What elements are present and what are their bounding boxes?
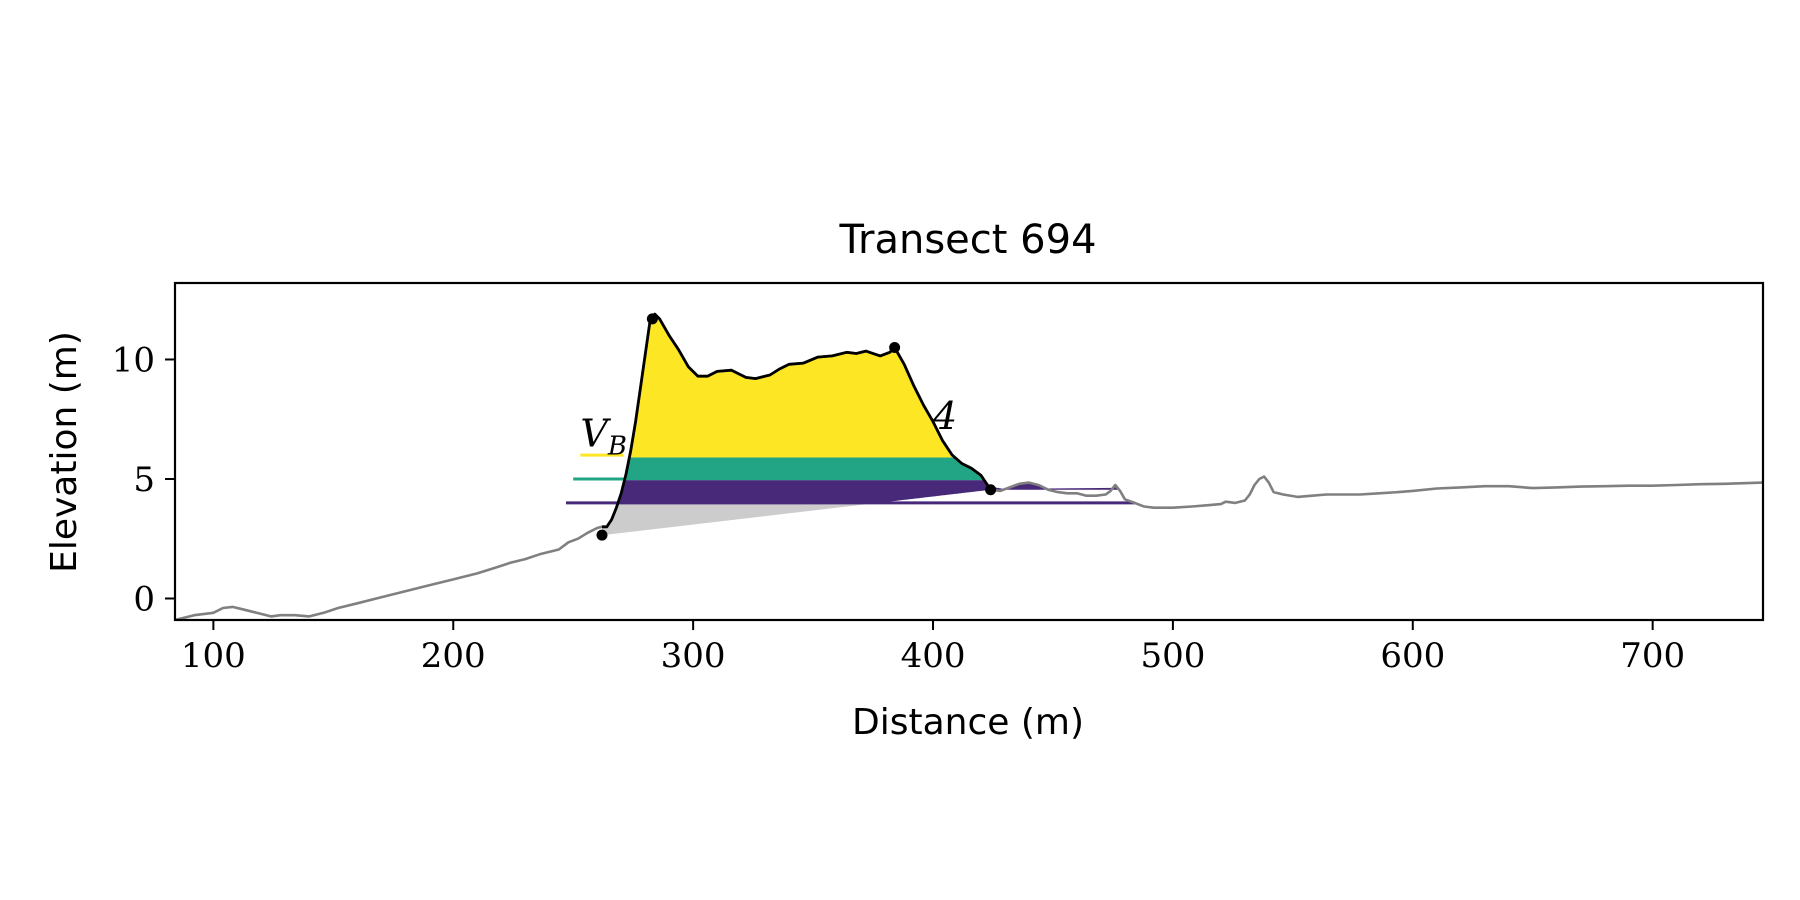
x-axis: 100 200 300 400 500 600 700 xyxy=(181,620,1685,676)
x-tick-label-300: 300 xyxy=(661,636,726,676)
y-axis-label: Elevation (m) xyxy=(44,331,85,573)
x-tick-label-700: 700 xyxy=(1620,636,1685,676)
y-tick-label-10: 10 xyxy=(112,340,155,380)
annotation-subscript-1: B xyxy=(607,432,627,462)
y-axis: 0 5 10 xyxy=(112,340,175,619)
x-tick-label-200: 200 xyxy=(421,636,486,676)
x-axis-label: Distance (m) xyxy=(852,702,1084,743)
axes-frame xyxy=(173,281,1765,622)
chart-title: Transect 694 xyxy=(838,217,1096,263)
profile-marker-1 xyxy=(596,529,608,541)
y-tick-label-0: 0 xyxy=(133,579,155,619)
x-tick-label-100: 100 xyxy=(181,636,246,676)
layer-fill-1 xyxy=(630,314,955,458)
profile-marker-4 xyxy=(985,484,997,496)
layer-fill-2 xyxy=(626,457,984,481)
x-tick-label-600: 600 xyxy=(1380,636,1445,676)
plot-content xyxy=(175,312,1763,620)
annotation-label-2: 4 xyxy=(932,394,957,438)
profile-marker-3 xyxy=(889,342,901,354)
profile-marker-2 xyxy=(646,313,658,325)
x-tick-label-500: 500 xyxy=(1140,636,1205,676)
dune-profile-line xyxy=(602,312,992,529)
plot-area: VB4 xyxy=(175,312,1763,620)
y-tick-label-5: 5 xyxy=(133,460,155,500)
x-tick-label-400: 400 xyxy=(901,636,966,676)
layer-fill-3 xyxy=(618,480,1118,503)
